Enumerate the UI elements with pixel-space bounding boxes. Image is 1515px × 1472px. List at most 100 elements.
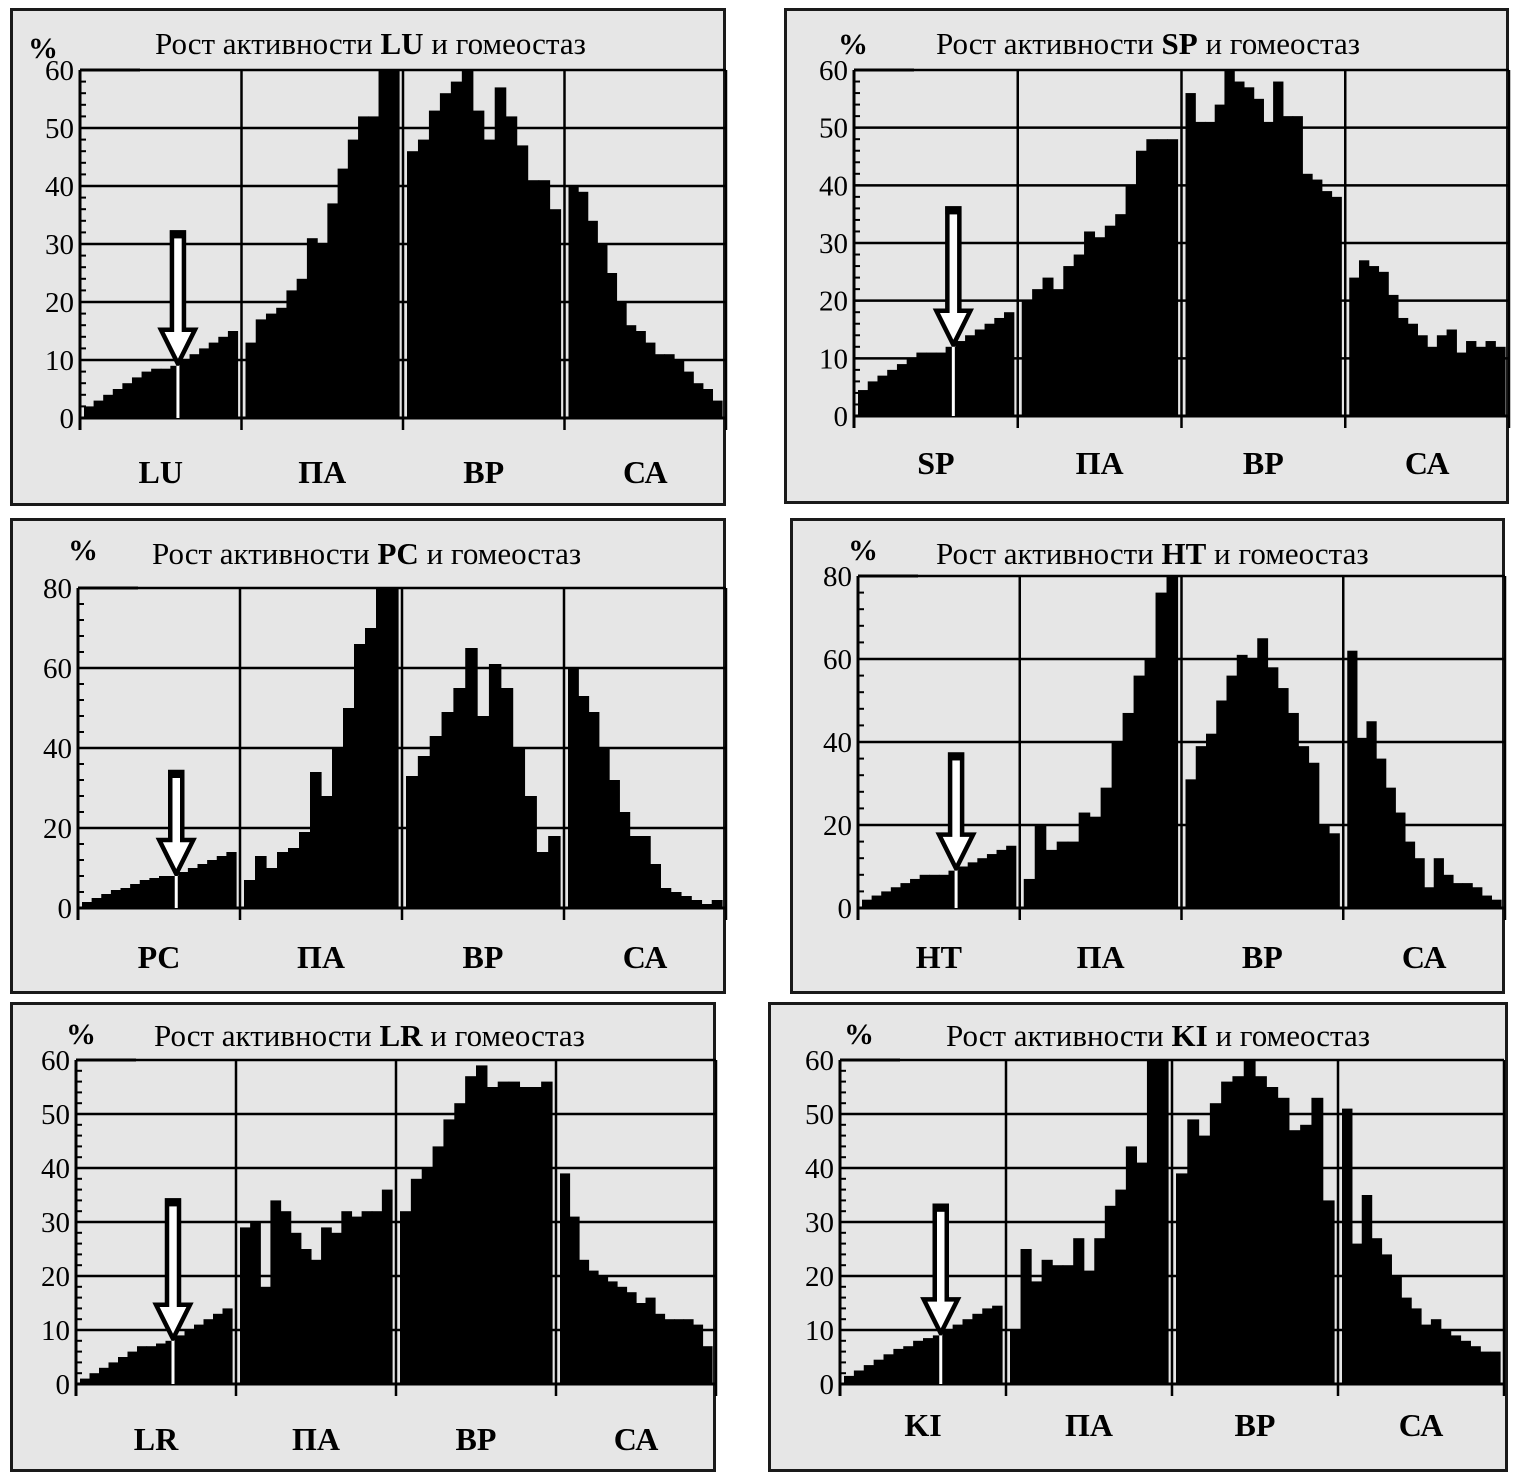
bar xyxy=(400,1211,412,1384)
bar xyxy=(1104,225,1116,416)
bar xyxy=(900,883,911,908)
bar xyxy=(500,688,514,908)
bar xyxy=(1308,762,1320,908)
bar xyxy=(110,890,122,908)
bar xyxy=(1144,659,1157,908)
bar xyxy=(476,1065,488,1384)
bar xyxy=(1226,675,1238,908)
bar xyxy=(619,812,631,908)
bar xyxy=(923,1338,934,1384)
y-tick-label: 80 xyxy=(43,573,72,605)
segment-label: KI xyxy=(904,1407,941,1443)
bar xyxy=(207,860,218,908)
bar xyxy=(1288,712,1299,908)
bar xyxy=(955,341,966,416)
bar xyxy=(368,116,380,419)
bar xyxy=(1312,179,1323,416)
bar xyxy=(310,1259,322,1384)
bar xyxy=(465,1076,477,1384)
bar xyxy=(365,628,377,908)
down-arrow-icon xyxy=(932,206,974,350)
bar xyxy=(986,854,998,908)
y-tick-label: 40 xyxy=(805,1153,834,1185)
chart-title: Рост активности LU и гомеостаз xyxy=(155,26,586,61)
bar xyxy=(1361,1195,1373,1384)
bar xyxy=(1115,214,1127,416)
y-tick-label: 10 xyxy=(41,1315,70,1347)
bar xyxy=(299,832,311,908)
bar xyxy=(1443,874,1454,908)
bar xyxy=(1358,260,1370,416)
bar xyxy=(218,336,229,418)
bar xyxy=(1236,654,1248,908)
y-tick-label: 60 xyxy=(823,644,852,676)
bar xyxy=(1104,1205,1116,1384)
bar xyxy=(497,1081,510,1384)
bar xyxy=(407,151,419,418)
bar xyxy=(1073,1238,1085,1384)
y-unit-label: % xyxy=(66,1018,96,1051)
bar xyxy=(1115,1189,1127,1384)
bar xyxy=(103,394,114,418)
bar xyxy=(945,346,956,416)
bar xyxy=(1045,849,1058,908)
segment-label: СА xyxy=(623,939,668,975)
bar xyxy=(1331,196,1342,416)
bar xyxy=(226,852,237,908)
bar xyxy=(428,110,441,418)
bar xyxy=(1368,266,1380,416)
bar xyxy=(1167,139,1179,416)
bar xyxy=(296,278,308,418)
bar xyxy=(972,1313,983,1384)
bar xyxy=(1430,1319,1442,1384)
bar xyxy=(896,364,908,416)
chart-panel-ht: 0 20 40 60 80% Рост активности HT и гомеостаз… xyxy=(790,518,1507,994)
bar xyxy=(1052,1265,1064,1384)
bar xyxy=(1185,93,1196,417)
bar xyxy=(453,688,466,908)
bar xyxy=(1125,1146,1137,1384)
segment-label: ПА xyxy=(1065,1407,1113,1443)
bar xyxy=(488,664,502,908)
bar xyxy=(1155,592,1168,908)
bar xyxy=(1424,887,1435,908)
bar xyxy=(1195,746,1207,908)
bar xyxy=(670,892,682,908)
segment-label: ВР xyxy=(463,454,504,490)
bar xyxy=(310,772,322,908)
bar xyxy=(337,168,349,418)
bar xyxy=(1224,70,1235,416)
bar xyxy=(1376,758,1387,908)
bar xyxy=(516,145,529,418)
y-tick-label: 30 xyxy=(45,229,74,261)
bar xyxy=(1243,1060,1256,1384)
bar xyxy=(1021,300,1033,416)
bar xyxy=(962,1319,973,1384)
bar xyxy=(1421,1324,1432,1384)
bar xyxy=(472,110,485,418)
bar xyxy=(361,1211,373,1384)
bar xyxy=(165,1340,176,1384)
bar xyxy=(568,186,579,418)
bar xyxy=(439,93,452,418)
bar xyxy=(1067,841,1080,908)
bar xyxy=(906,358,918,416)
bar xyxy=(244,880,256,908)
bar xyxy=(461,70,474,418)
bar xyxy=(1255,1076,1267,1384)
bar xyxy=(240,1227,251,1384)
bar xyxy=(958,866,969,908)
bar xyxy=(1094,237,1106,416)
bar xyxy=(942,1330,954,1384)
bar xyxy=(260,1286,271,1384)
bar xyxy=(887,369,898,416)
bar xyxy=(1185,779,1197,908)
bar xyxy=(441,712,454,908)
y-tick-label: 20 xyxy=(43,813,72,845)
bar xyxy=(1023,878,1036,908)
bar xyxy=(1056,841,1069,908)
bar xyxy=(982,1308,993,1384)
bar xyxy=(1395,812,1406,908)
bar xyxy=(120,888,131,908)
